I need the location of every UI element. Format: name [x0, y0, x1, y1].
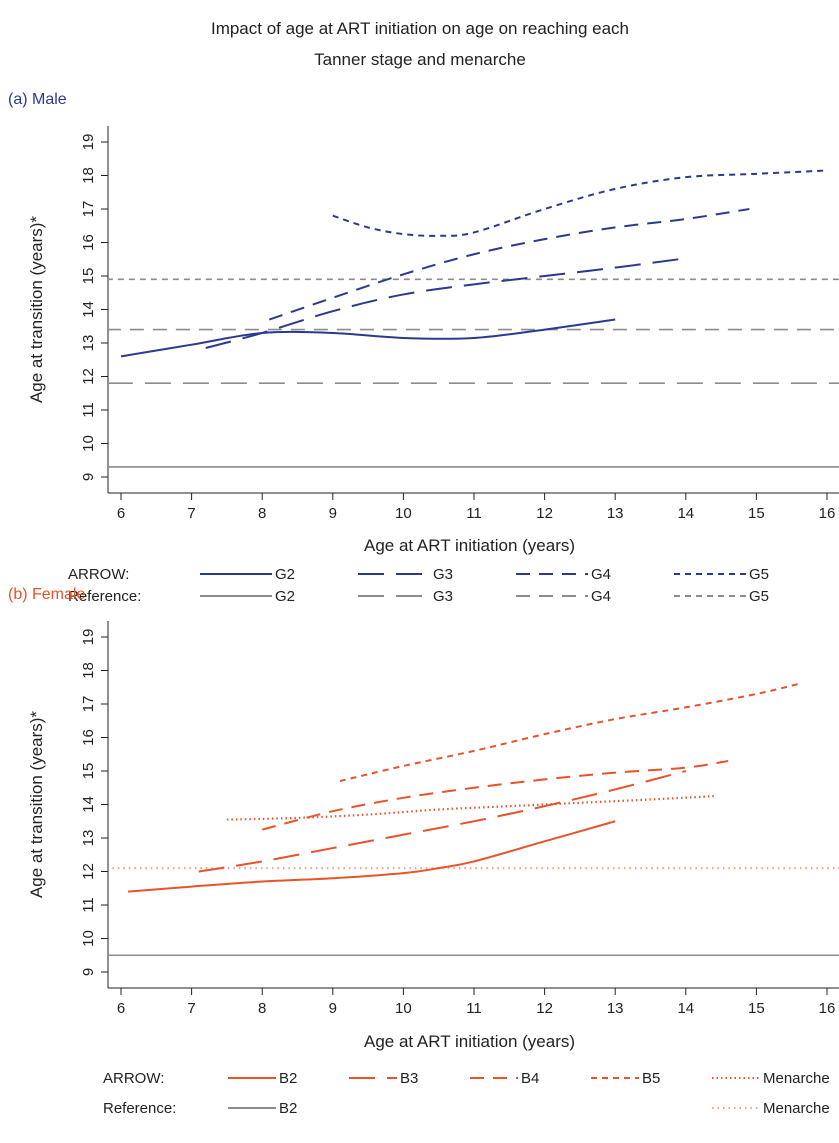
x-tick-label: 12: [536, 505, 553, 522]
y-tick-label: 16: [80, 729, 97, 746]
legend: ARROW: G2 G3 G4 G5 Reference: G2 G3 G4 G5: [68, 566, 769, 605]
x-tick-label: 10: [395, 505, 412, 522]
legend-item-label: B4: [521, 1070, 539, 1087]
y-tick-label: 10: [80, 435, 97, 452]
x-tick-label: 9: [329, 505, 337, 522]
y-tick-label: 14: [80, 796, 97, 813]
legend-item-label: G2: [275, 566, 295, 583]
legend-item-label: G4: [591, 566, 611, 583]
figure-title-line-1: Impact of age at ART initiation on age o…: [211, 19, 629, 38]
y-tick-label: 16: [80, 234, 97, 251]
y-axis-label: Age at transition (years)*: [27, 711, 46, 898]
series-line-arrow-g4: [268, 208, 750, 321]
x-tick-label: 11: [466, 1000, 482, 1017]
legend-item-label: B2: [279, 1100, 297, 1117]
legend: ARROW: B2 B3 B4 B5 Menarche Reference: B2 Menarc…: [103, 1070, 830, 1117]
y-tick-label: 19: [80, 134, 97, 151]
x-axis-label: Age at ART initiation (years): [364, 536, 575, 555]
y-tick-label: 17: [80, 201, 97, 218]
x-tick-label: 15: [748, 1000, 765, 1017]
y-tick-label: 14: [80, 301, 97, 318]
legend-item-label: Menarche: [763, 1100, 830, 1117]
legend-row-label: ARROW:: [103, 1070, 164, 1087]
legend-row-label: Reference:: [103, 1100, 176, 1117]
x-tick-label: 14: [677, 1000, 694, 1017]
legend-item-label: G4: [591, 588, 611, 605]
y-tick-label: 19: [80, 629, 97, 646]
legend-item-label: G5: [749, 588, 769, 605]
x-tick-label: 16: [819, 1000, 836, 1017]
legend-item-label: B2: [279, 1070, 297, 1087]
x-tick-label: 7: [187, 505, 195, 522]
chart-panel-male: (a) Male 9 10 11 12 13 14 15 16 17 18 19 6 7 8 9 10 11 12 1…: [8, 91, 839, 605]
series-line-arrow-b5: [339, 682, 799, 783]
y-tick-label: 9: [80, 968, 97, 976]
figure-title-line-2: Tanner stage and menarche: [314, 50, 526, 69]
y-tick-label: 18: [80, 662, 97, 679]
legend-item-label: G3: [433, 588, 453, 605]
legend-item-label: B5: [642, 1070, 660, 1087]
x-tick-label: 8: [258, 1000, 266, 1017]
x-tick-label: 10: [395, 1000, 412, 1017]
legend-item-label: B3: [400, 1070, 418, 1087]
x-tick-label: 9: [329, 1000, 337, 1017]
x-tick-label: 12: [536, 1000, 553, 1017]
x-tick-label: 11: [466, 505, 482, 522]
series-line-arrow-b3: [198, 770, 687, 873]
legend-row-label: ARROW:: [68, 566, 129, 583]
legend-item-label: Menarche: [763, 1070, 830, 1087]
panel-label: (b) Female: [8, 586, 85, 603]
chart-panel-female: (b) Female 9 10 11 12 13 14 15 16 17 18 19 6 7 8 9 10 11 1…: [8, 586, 839, 1117]
y-tick-label: 10: [80, 930, 97, 947]
y-axis-label: Age at transition (years)*: [27, 216, 46, 403]
y-tick-label: 17: [80, 696, 97, 713]
y-tick-label: 12: [80, 863, 97, 880]
x-tick-label: 14: [677, 505, 694, 522]
series-line-arrow-b2: [127, 820, 616, 893]
legend-row-label: Reference:: [68, 588, 141, 605]
y-tick-label: 18: [80, 167, 97, 184]
legend-item-label: G2: [275, 588, 295, 605]
x-tick-label: 16: [819, 505, 836, 522]
series-line-arrow-g2: [120, 318, 616, 358]
y-tick-label: 12: [80, 368, 97, 385]
series-line-arrow-b4: [261, 759, 729, 831]
y-tick-label: 9: [80, 473, 97, 481]
y-tick-label: 15: [80, 268, 97, 285]
x-tick-label: 7: [187, 1000, 195, 1017]
series-line-arrow-menarche: [226, 795, 715, 821]
y-tick-label: 15: [80, 763, 97, 780]
legend-item-label: G5: [749, 566, 769, 583]
x-tick-label: 6: [117, 1000, 125, 1017]
panel-label: (a) Male: [8, 91, 67, 108]
y-tick-label: 13: [80, 830, 97, 847]
legend-item-label: G3: [433, 566, 453, 583]
series-line-arrow-g3: [205, 258, 679, 349]
x-tick-label: 13: [607, 1000, 624, 1017]
series-line-arrow-g5: [332, 169, 828, 237]
x-tick-label: 8: [258, 505, 266, 522]
x-axis-label: Age at ART initiation (years): [364, 1032, 575, 1051]
x-tick-label: 13: [607, 505, 624, 522]
y-tick-label: 11: [80, 897, 97, 913]
x-tick-label: 15: [748, 505, 765, 522]
y-tick-label: 13: [80, 335, 97, 352]
y-tick-label: 11: [80, 402, 97, 418]
x-tick-label: 6: [117, 505, 125, 522]
